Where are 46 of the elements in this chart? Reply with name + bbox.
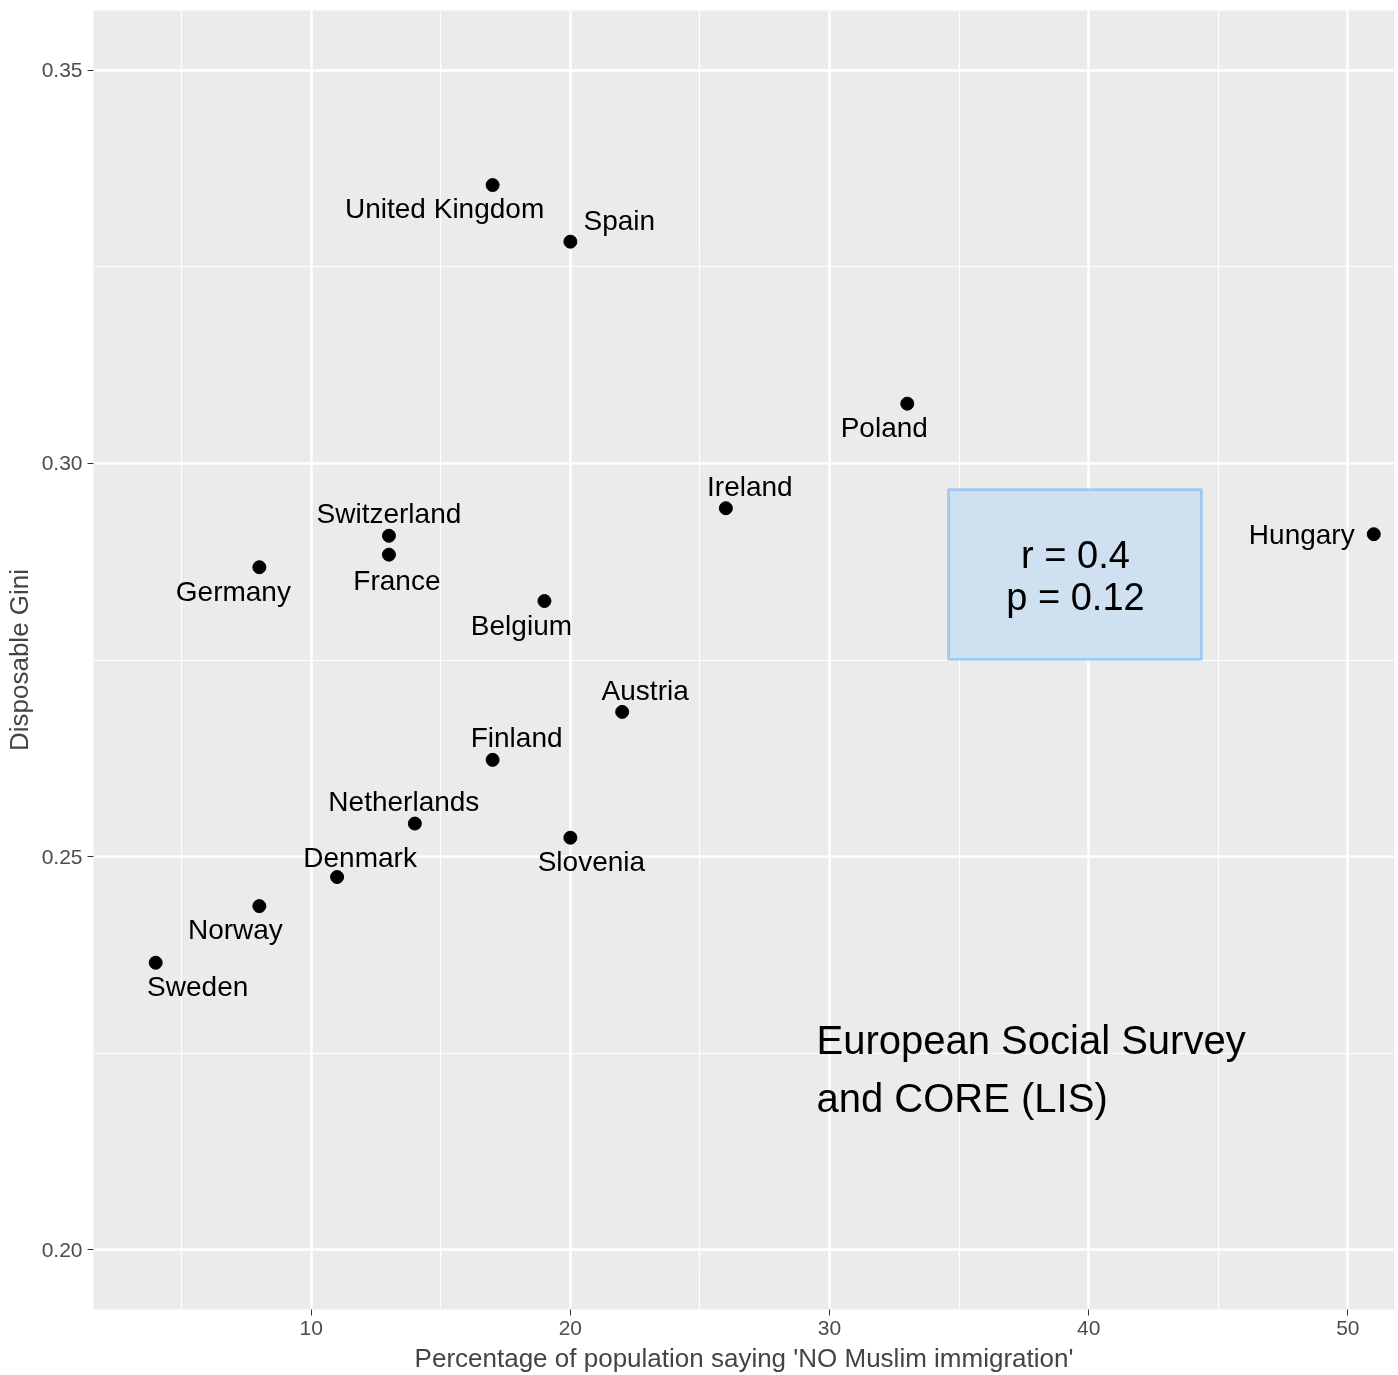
point [148,955,163,970]
point [252,560,267,575]
point [615,704,630,719]
point [252,899,267,914]
point [330,870,345,885]
y-tick-label: 0.20 [41,1237,83,1261]
point [900,396,915,411]
x-tick-label: 50 [1336,1315,1360,1339]
point [563,830,578,845]
annotation: Finland [470,722,563,754]
annotation: Sweden [147,971,249,1003]
x-tick-label: 20 [558,1315,583,1339]
annotation: Hungary [1248,518,1355,550]
annotation: Poland [840,412,928,444]
annotation: p = 0.12 [1006,575,1145,618]
y-axis-title: Disposable Gini [3,568,34,752]
annotation: Slovenia [537,846,646,878]
x-axis-title: Percentage of population saying 'NO Muslim immigration' [414,1342,1074,1373]
point [563,234,578,249]
annotation: Austria [601,675,690,707]
point [381,528,396,543]
point [718,501,733,516]
y-tick-label: 0.30 [41,451,83,475]
annotation: European Social Survey and CORE (LIS) [816,1017,1246,1120]
y-tick-label: 0.25 [41,844,83,868]
x-tick-label: 10 [299,1315,323,1339]
point [381,547,396,562]
annotation: Denmark [303,841,418,873]
annotation: France [353,565,441,597]
point [1366,527,1381,542]
point [537,594,552,609]
annotation: Switzerland [316,498,462,530]
annotation: Norway [187,913,283,945]
annotation: Spain [583,205,656,237]
annotation: Belgium [470,609,573,641]
annotation: Germany [175,575,291,607]
annotation: r = 0.4 [1021,533,1130,576]
annotation: Netherlands [328,786,480,818]
annotation: United Kingdom [345,192,545,224]
y-tick-label: 0.35 [41,58,83,82]
x-tick-label: 40 [1077,1315,1101,1339]
annotation: Ireland [707,470,793,502]
x-tick-label: 30 [817,1315,842,1339]
point [485,752,500,767]
point [407,816,422,831]
point [485,178,500,193]
